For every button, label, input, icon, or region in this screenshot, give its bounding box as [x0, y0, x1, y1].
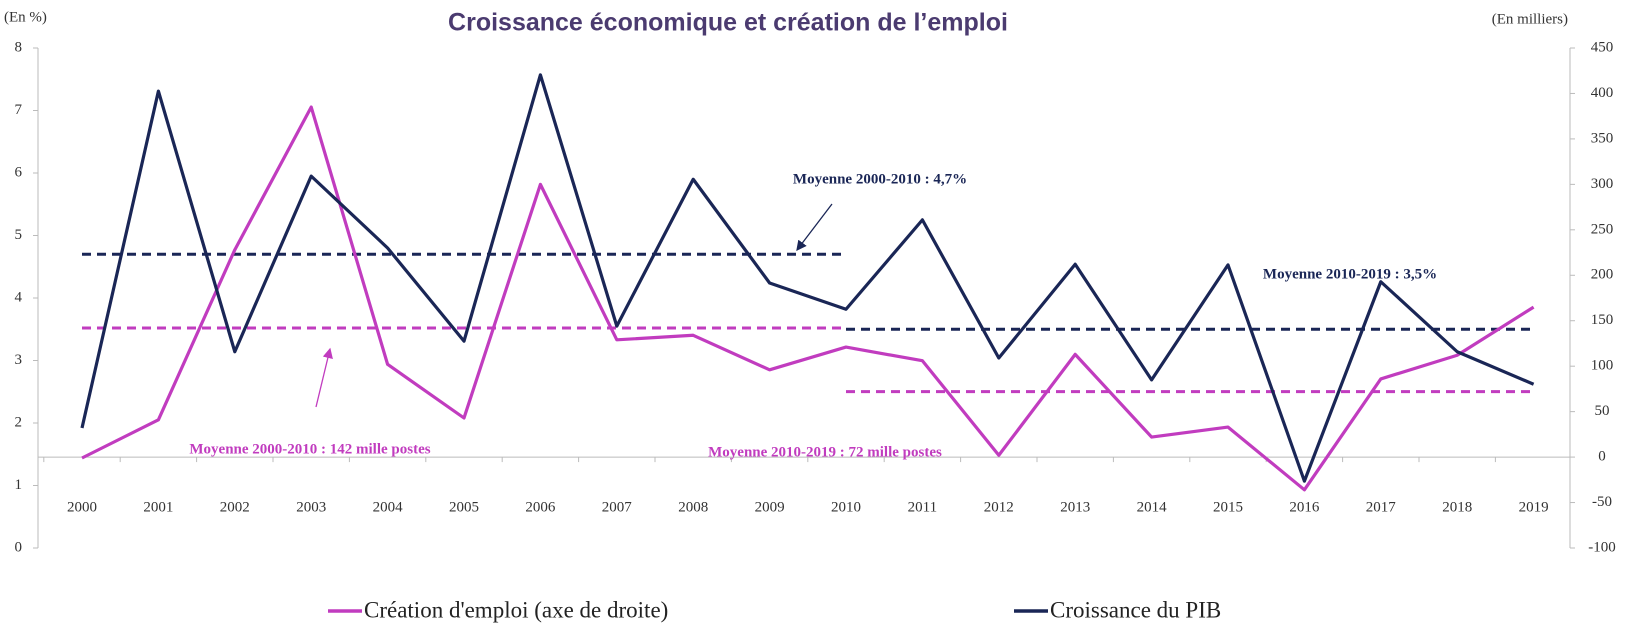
average-label: Moyenne 2010-2019 : 3,5%	[1263, 266, 1437, 282]
x-tick-label: 2009	[755, 500, 785, 516]
x-tick-label: 2011	[908, 500, 937, 516]
x-tick-label: 2012	[984, 500, 1014, 516]
x-tick-label: 2003	[296, 500, 326, 516]
y-tick-label: 0	[15, 539, 23, 555]
series-line	[80, 73, 1535, 483]
y-tick-label: 4	[15, 289, 23, 305]
y-tick-label: 1	[15, 477, 23, 493]
y2-tick-label: 450	[1591, 39, 1614, 55]
y2-tick-label: 300	[1591, 176, 1614, 192]
average-label: Moyenne 2000-2010 : 142 mille postes	[189, 441, 430, 457]
x-tick-label: 2016	[1289, 500, 1320, 516]
legend-label: Croissance du PIB	[1050, 597, 1221, 622]
chart-title: Croissance économique et création de l’e…	[448, 9, 1008, 37]
x-tick-label: 2015	[1213, 500, 1243, 516]
x-tick-label: 2010	[831, 500, 861, 516]
y2-tick-label: 250	[1591, 221, 1614, 237]
y2-tick-label: 200	[1591, 267, 1614, 283]
y-tick-label: 7	[15, 102, 23, 118]
y2-tick-label: 400	[1591, 85, 1614, 101]
average-label: Moyenne 2010-2019 : 72 mille postes	[708, 444, 942, 460]
legend-label: Création d'emploi (axe de droite)	[364, 597, 668, 622]
x-tick-label: 2000	[67, 500, 97, 516]
y-tick-label: 5	[15, 227, 23, 243]
y-axis-label: (En %)	[4, 9, 47, 25]
series-line	[81, 105, 1535, 492]
y2-tick-label: 50	[1595, 403, 1610, 419]
y-tick-label: 8	[15, 39, 23, 55]
x-tick-label: 2007	[602, 500, 633, 516]
y2-tick-label: 350	[1591, 130, 1614, 146]
x-tick-label: 2013	[1060, 500, 1090, 516]
y2-tick-label: 100	[1591, 358, 1614, 374]
y2-tick-label: -100	[1588, 539, 1616, 555]
y2-tick-label: 0	[1598, 449, 1606, 465]
x-tick-label: 2002	[220, 500, 250, 516]
x-tick-label: 2019	[1519, 500, 1549, 516]
x-tick-label: 2017	[1366, 500, 1397, 516]
x-tick-label: 2018	[1442, 500, 1472, 516]
annotation-arrow	[796, 203, 833, 252]
y-tick-label: 2	[15, 414, 23, 430]
y2-axis-label: (En milliers)	[1492, 11, 1568, 27]
x-tick-label: 2005	[449, 500, 479, 516]
y-tick-label: 3	[15, 352, 23, 368]
x-tick-label: 2004	[373, 500, 404, 516]
y2-tick-label: -50	[1592, 494, 1612, 510]
x-tick-label: 2006	[525, 500, 556, 516]
x-tick-label: 2008	[678, 500, 708, 516]
x-tick-label: 2014	[1137, 500, 1168, 516]
y-tick-label: 6	[15, 164, 23, 180]
average-label: Moyenne 2000-2010 : 4,7%	[793, 171, 967, 187]
y2-tick-label: 150	[1591, 312, 1614, 328]
annotation-arrow	[315, 347, 333, 408]
x-tick-label: 2001	[143, 500, 173, 516]
